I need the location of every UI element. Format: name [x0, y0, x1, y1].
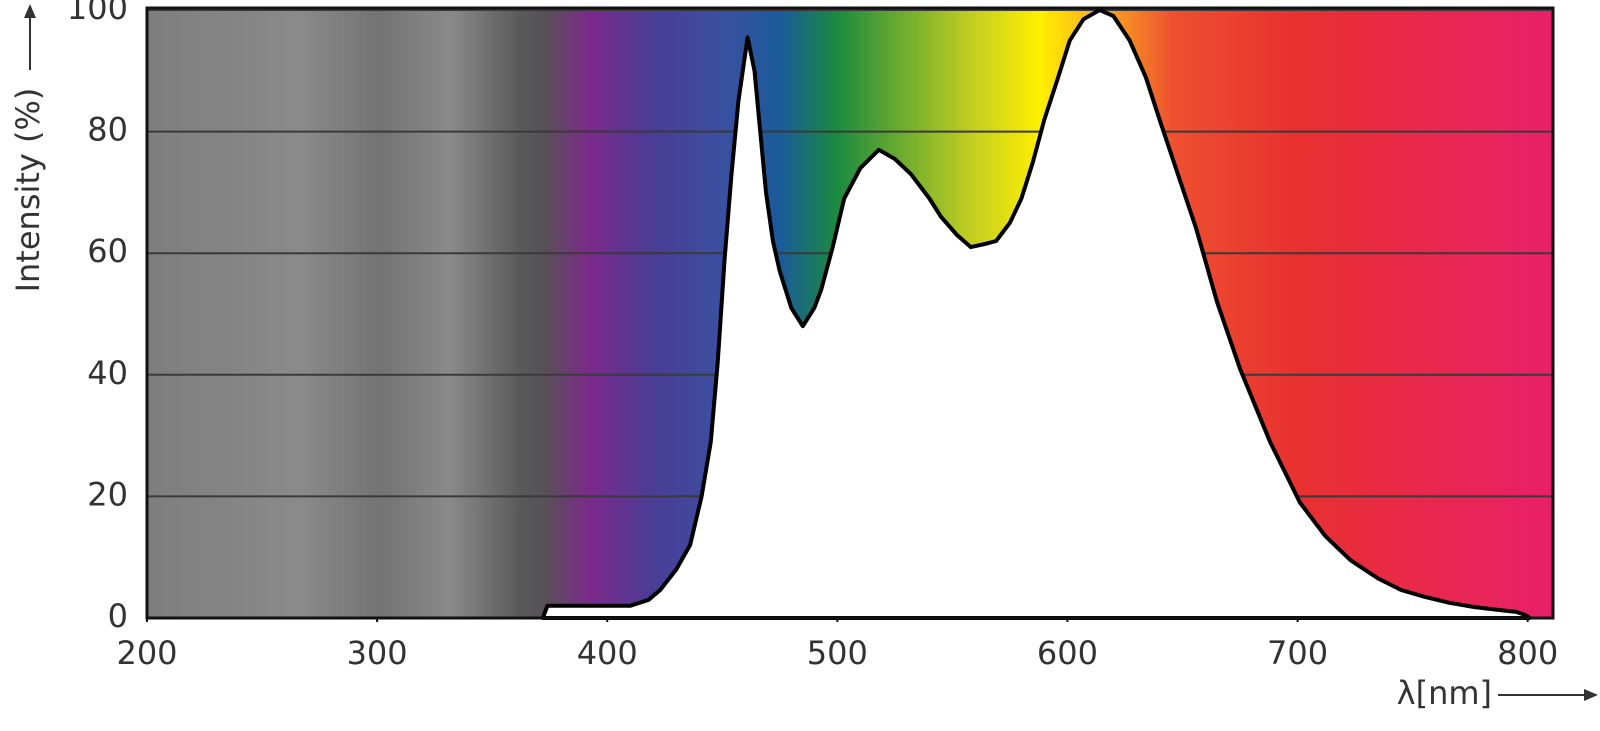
y-tick-label: 80 — [87, 111, 128, 149]
x-axis-label: λ[nm] — [1397, 674, 1492, 712]
y-tick-label: 100 — [67, 0, 128, 27]
y-tick-label: 60 — [87, 232, 128, 270]
y-tick-label: 0 — [108, 597, 128, 635]
x-tick-label: 200 — [116, 634, 177, 672]
x-tick-label: 400 — [577, 634, 638, 672]
y-axis-label: Intensity (%) — [9, 88, 47, 293]
x-tick-label: 600 — [1037, 634, 1098, 672]
y-tick-label: 40 — [87, 354, 128, 392]
x-tick-label: 500 — [807, 634, 868, 672]
x-tick-label: 700 — [1267, 634, 1328, 672]
x-tick-label: 300 — [347, 634, 408, 672]
x-tick-label: 800 — [1497, 634, 1558, 672]
plot — [540, 8, 1532, 620]
x-axis-arrowhead — [1584, 689, 1598, 701]
spectrum-area — [540, 8, 1532, 620]
y-axis-arrowhead — [24, 4, 36, 18]
frame — [145, 6, 1555, 620]
y-tick-label: 20 — [87, 475, 128, 513]
